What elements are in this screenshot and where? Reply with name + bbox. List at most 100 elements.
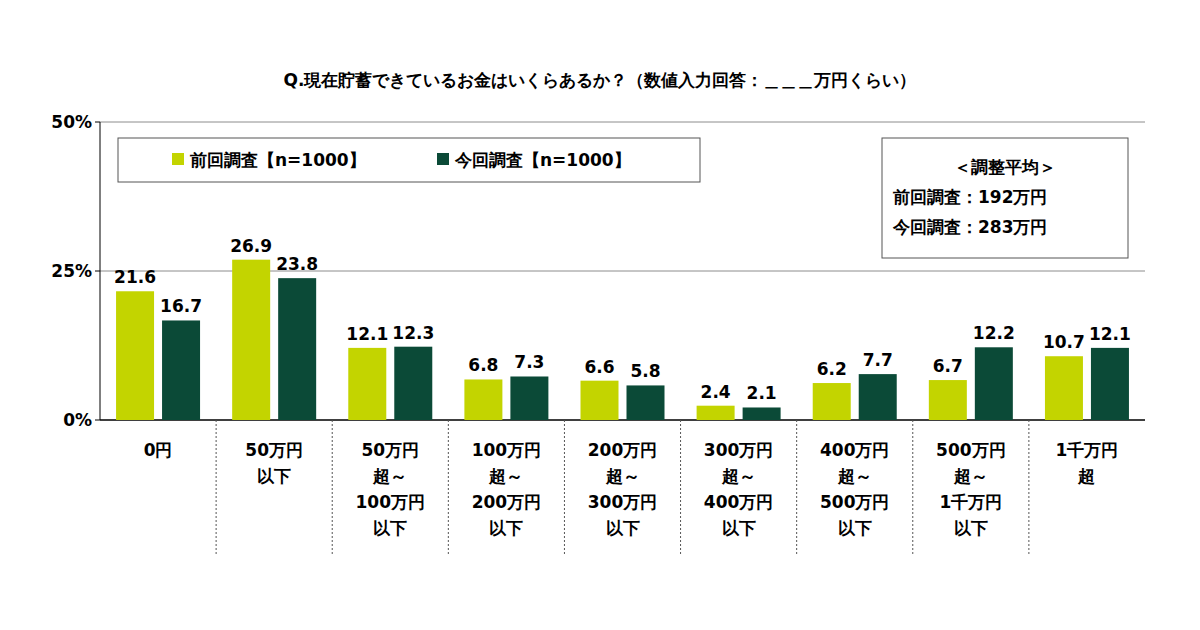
category-separator (796, 420, 797, 556)
x-tick-label: 500万円超～1千万円以下 (936, 440, 1006, 538)
x-tick-label: 300万円超～ 400万円以下 (704, 440, 774, 538)
x-tick-label: 200万円超～ 300万円以下 (588, 440, 658, 538)
bar (348, 348, 386, 420)
category-separator (564, 420, 565, 556)
x-tick-label-line: 500万円 (820, 492, 890, 512)
data-label: 5.8 (630, 361, 660, 381)
data-label: 6.2 (817, 359, 847, 379)
legend-label: 今回調査【n=1000】 (454, 150, 631, 170)
legend-box (118, 138, 700, 182)
category-separator (912, 420, 913, 556)
y-tick (95, 420, 100, 421)
x-tick-label-line: 超～ (721, 466, 756, 486)
bars (116, 260, 1129, 420)
x-tick-label-line: 50万円 (361, 440, 419, 460)
x-tick-label-line: 300万円 (588, 492, 658, 512)
bar (1045, 356, 1083, 420)
x-tick-label-line: 以下 (257, 466, 291, 486)
category-separator (1028, 420, 1029, 556)
data-label: 10.7 (1043, 332, 1085, 352)
grid-line (100, 122, 1145, 123)
annotation-box (882, 138, 1128, 258)
bar (162, 320, 200, 420)
y-tick (95, 271, 100, 272)
x-tick-label-line: 200万円 (472, 492, 542, 512)
legend-swatch (437, 153, 449, 165)
bar (697, 406, 735, 420)
legend: 前回調査【n=1000】 今回調査【n=1000】 (118, 138, 700, 182)
data-label: 12.2 (973, 323, 1015, 343)
x-tick-label: 0円 (144, 440, 173, 460)
x-tick-label-line: 400万円 (820, 440, 890, 460)
x-tick-label-line: 100万円 (472, 440, 542, 460)
annotation-text: 今回調査：283万円 (892, 217, 1048, 237)
x-tick-label: 50万円以下 (245, 440, 303, 486)
data-label: 21.6 (114, 267, 156, 287)
x-tick-label-line: 超～ (605, 466, 640, 486)
bar (859, 374, 897, 420)
x-tick-label-line: 以下 (954, 518, 988, 538)
data-label: 7.7 (863, 350, 893, 370)
x-tick-label-line: 以下 (838, 518, 872, 538)
bar (975, 347, 1013, 420)
data-label: 6.8 (468, 355, 498, 375)
x-tick-label-line: 1千万円 (1056, 440, 1119, 460)
bar (278, 278, 316, 420)
x-tick-label-line: 1千万円 (939, 492, 1002, 512)
chart-svg: Q.現在貯蓄できているお金はいくらあるか？（数値入力回答：＿＿＿万円くらい）0%… (0, 0, 1200, 630)
x-tick-label-line: 100万円 (356, 492, 426, 512)
x-tick-label-line: 以下 (606, 518, 640, 538)
bar (813, 383, 851, 420)
x-tick-label-line: 超 (1077, 466, 1095, 486)
bar (627, 385, 665, 420)
bar (510, 376, 548, 420)
x-tick-label-line: 超～ (372, 466, 407, 486)
data-label: 16.7 (160, 296, 202, 316)
x-tick-label-line: 以下 (373, 518, 407, 538)
data-label: 12.1 (1089, 324, 1131, 344)
y-tick-label: 50% (51, 112, 92, 132)
data-label: 7.3 (514, 352, 544, 372)
x-tick-label: 1千万円超 (1056, 440, 1119, 486)
data-label: 6.7 (933, 356, 963, 376)
data-label: 23.8 (276, 254, 318, 274)
category-separator (332, 420, 333, 556)
x-tick-label: 100万円超～ 200万円以下 (472, 440, 542, 538)
bar (464, 379, 502, 420)
bar (929, 380, 967, 420)
legend-swatch (172, 153, 184, 165)
annotation-text: ＜調整平均＞ (954, 157, 1056, 177)
bar (743, 407, 781, 420)
y-tick (95, 122, 100, 123)
x-tick-label-line: 以下 (489, 518, 523, 538)
annotation: ＜調整平均＞ 前回調査：192万円今回調査：283万円 (882, 138, 1128, 258)
x-tick-label-line: 400万円 (704, 492, 774, 512)
y-axis (100, 122, 101, 420)
x-tick-label-line: 以下 (722, 518, 756, 538)
x-tick-label-line: 超～ (953, 466, 988, 486)
x-tick-label-line: 200万円 (588, 440, 658, 460)
data-label: 12.1 (346, 324, 388, 344)
title: Q.現在貯蓄できているお金はいくらあるか？（数値入力回答：＿＿＿万円くらい） (284, 70, 917, 90)
data-label: 12.3 (392, 323, 434, 343)
bar (1091, 348, 1129, 420)
y-tick-label: 25% (51, 261, 92, 281)
category-separator (216, 420, 217, 556)
x-tick-label-line: 0円 (144, 440, 173, 460)
annotation-text: 前回調査：192万円 (892, 187, 1048, 207)
x-tick-label: 400万円超～500万円以下 (820, 440, 890, 538)
legend-label: 前回調査【n=1000】 (189, 150, 366, 170)
chart-container: Q.現在貯蓄できているお金はいくらあるか？（数値入力回答：＿＿＿万円くらい）0%… (0, 0, 1200, 630)
bar (581, 381, 619, 420)
x-tick-label: 50万円超～ 100万円以下 (356, 440, 426, 538)
category-separator (680, 420, 681, 556)
data-label: 26.9 (230, 236, 272, 256)
category-separator (448, 420, 449, 556)
data-label: 6.6 (584, 357, 614, 377)
x-tick-label-line: 300万円 (704, 440, 774, 460)
bar (116, 291, 154, 420)
data-labels: 21.626.912.16.86.62.46.26.710.716.723.81… (114, 236, 1131, 404)
data-label: 2.1 (747, 383, 777, 403)
x-tick-label-line: 超～ (488, 466, 523, 486)
bar (232, 260, 270, 420)
